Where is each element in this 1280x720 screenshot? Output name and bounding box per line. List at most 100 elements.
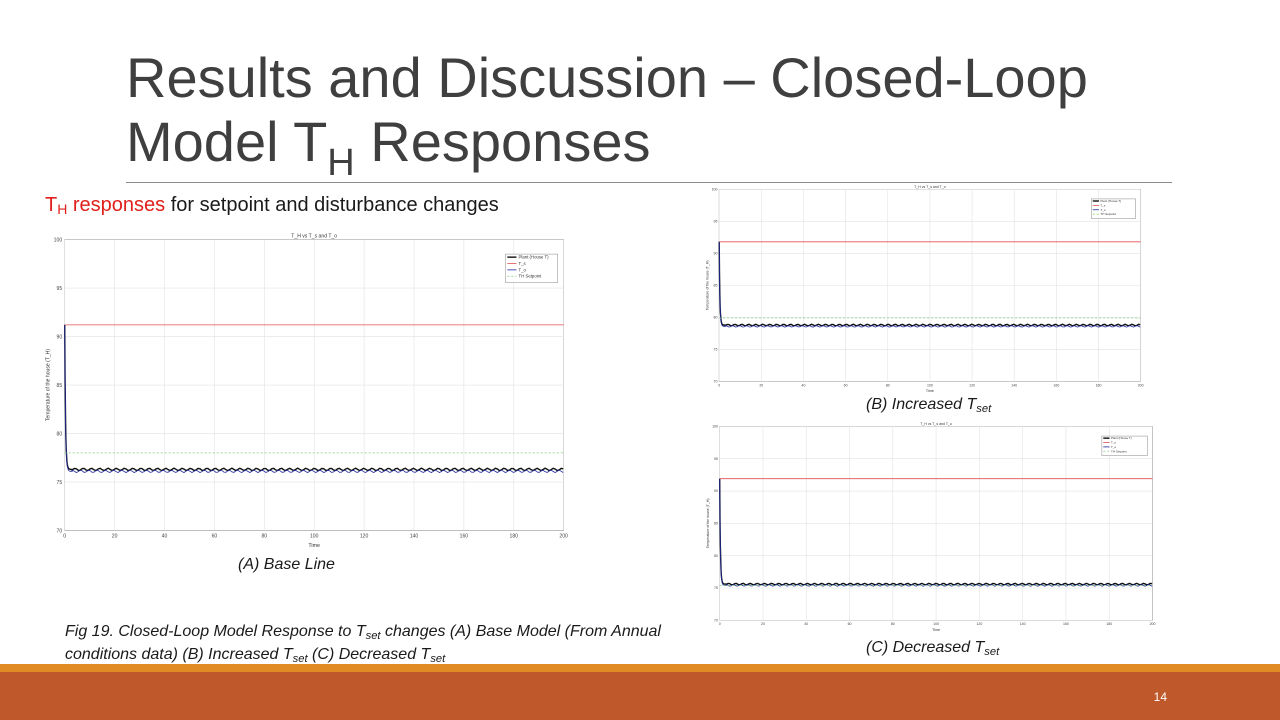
y-tick-label: 70	[57, 528, 63, 534]
x-tick-label: 120	[360, 534, 369, 540]
x-tick-label: 60	[844, 383, 848, 387]
y-tick-label: 80	[714, 554, 718, 558]
x-tick-label: 0	[63, 534, 66, 540]
series-line-2	[718, 241, 1141, 328]
y-tick-label: 70	[714, 619, 718, 623]
y-tick-label: 100	[712, 188, 718, 192]
legend-entry: T_s	[519, 261, 526, 266]
x-tick-label: 160	[1053, 383, 1059, 387]
chart-b-increased-tset: 0 20 40 60 80 100 120 140 160 180 200 70 75 80 85 90 95 1…	[706, 185, 1144, 393]
x-tick-label: 140	[410, 534, 419, 540]
caption-b: (B) Increased Tset	[866, 396, 992, 415]
y-axis-label: Temperature of the house (T_H)	[45, 349, 51, 422]
x-axis-label: Time	[932, 628, 940, 632]
y-tick-label: 80	[714, 316, 718, 320]
slide-subtitle: TH responses for setpoint and disturbanc…	[45, 194, 499, 217]
title-divider	[126, 182, 1172, 183]
x-tick-label: 200	[1150, 622, 1156, 626]
x-tick-label: 120	[969, 383, 975, 387]
series-line-0	[719, 478, 1153, 586]
x-tick-label: 60	[848, 622, 852, 626]
legend-entry: TH Setpoint	[1100, 212, 1116, 216]
x-tick-label: 0	[719, 622, 721, 626]
x-tick-label: 180	[1096, 383, 1102, 387]
legend-box	[505, 253, 558, 283]
chart-c-decreased-tset: 0 20 40 60 80 100 120 140 160 180 200 70 75 80 85 90 95 1…	[706, 422, 1156, 632]
subtitle-rest: for setpoint and disturbance changes	[165, 194, 499, 216]
legend-entry: Plant (House T)	[1100, 199, 1121, 203]
y-tick-label: 100	[54, 237, 63, 243]
legend-box	[1091, 198, 1136, 219]
x-tick-label: 100	[933, 622, 939, 626]
x-tick-label: 100	[310, 534, 319, 540]
legend-entry: TH Setpoint	[519, 274, 543, 279]
title-line-2-a: Model T	[126, 110, 328, 173]
y-tick-label: 95	[714, 457, 718, 461]
footer-accent-band	[0, 664, 1280, 672]
slide-title: Results and Discussion – Closed-Loop Mode…	[126, 46, 1166, 182]
y-tick-label: 85	[57, 383, 63, 389]
figure-caption: Fig 19. Closed-Loop Model Response to Ts…	[65, 623, 661, 665]
chart-title: T_H vs T_s and T_o	[914, 185, 946, 189]
legend-entry: T_o	[519, 267, 527, 272]
x-tick-label: 80	[886, 383, 890, 387]
legend-box	[1101, 435, 1148, 456]
x-tick-label: 20	[759, 383, 763, 387]
subtitle-highlight: TH responses	[45, 194, 166, 217]
legend-entry: T_s	[1111, 441, 1116, 445]
x-tick-label: 40	[802, 383, 806, 387]
title-subscript: H	[327, 142, 355, 184]
x-tick-label: 100	[927, 383, 933, 387]
y-tick-label: 75	[57, 480, 63, 486]
legend-entry: T_s	[1100, 203, 1105, 207]
legend-entry: T_o	[1111, 445, 1116, 449]
x-tick-label: 120	[976, 622, 982, 626]
y-tick-label: 95	[714, 220, 718, 224]
x-tick-label: 180	[1106, 622, 1112, 626]
caption-a: (A) Base Line	[238, 556, 335, 573]
x-tick-label: 140	[1011, 383, 1017, 387]
y-tick-label: 95	[57, 286, 63, 292]
y-tick-label: 100	[712, 425, 718, 429]
x-tick-label: 40	[162, 534, 168, 540]
legend-entry: TH Setpoint	[1111, 449, 1127, 453]
series-line-0	[64, 324, 564, 472]
x-tick-label: 140	[1020, 622, 1026, 626]
x-tick-label: 180	[510, 534, 519, 540]
y-tick-label: 80	[57, 431, 63, 437]
page-number: 14	[1153, 690, 1167, 704]
y-tick-label: 70	[714, 380, 718, 384]
chart-a-base-line: 0 20 40 60 80 100 120 140 160 180 200 70 75 80 85 90 95 1…	[45, 234, 568, 548]
x-tick-label: 80	[261, 534, 267, 540]
x-tick-label: 160	[1063, 622, 1069, 626]
series-line-2	[64, 324, 564, 473]
y-tick-label: 75	[714, 348, 718, 352]
x-tick-label: 60	[212, 534, 218, 540]
y-axis-label: Temperature of the house (T_H)	[706, 498, 710, 548]
y-tick-label: 90	[714, 489, 718, 493]
x-tick-label: 20	[761, 622, 765, 626]
y-tick-label: 90	[714, 252, 718, 256]
caption-c: (C) Decreased Tset	[866, 639, 1000, 658]
y-tick-label: 85	[714, 284, 718, 288]
y-tick-label: 75	[714, 586, 718, 590]
x-tick-label: 200	[1138, 383, 1144, 387]
chart-title: T_H vs T_s and T_o	[291, 234, 337, 240]
x-axis-label: Time	[308, 543, 320, 548]
y-tick-label: 85	[714, 522, 718, 526]
x-tick-label: 200	[559, 534, 568, 540]
legend-entry: Plant (House T)	[519, 255, 550, 260]
title-line-1: Results and Discussion – Closed-Loop	[126, 46, 1088, 109]
title-line-2-b: Responses	[354, 110, 651, 173]
x-tick-label: 160	[460, 534, 469, 540]
footer-band	[0, 672, 1280, 720]
legend-entry: Plant (House T)	[1111, 436, 1132, 440]
x-tick-label: 80	[891, 622, 895, 626]
y-axis-label: Temperature of the house (T_H)	[706, 260, 710, 310]
y-tick-label: 90	[57, 334, 63, 340]
chart-title: T_H vs T_s and T_o	[920, 422, 952, 426]
x-tick-label: 20	[112, 534, 118, 540]
legend-entry: T_o	[1100, 208, 1105, 212]
x-tick-label: 0	[718, 383, 720, 387]
x-axis-label: Time	[926, 389, 934, 393]
